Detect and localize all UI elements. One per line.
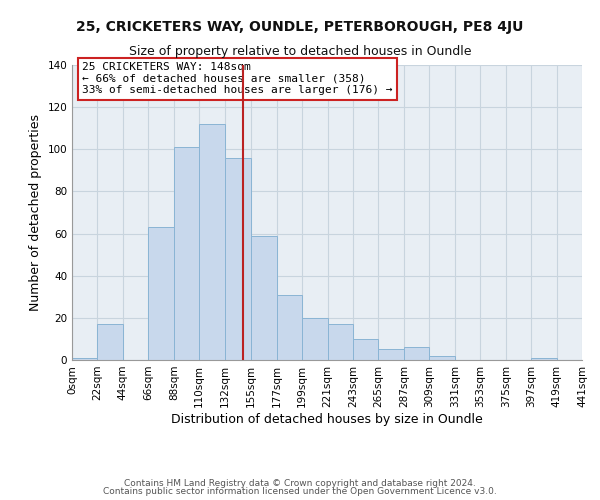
- Bar: [97, 324, 123, 360]
- Bar: [328, 324, 353, 360]
- Bar: [404, 348, 430, 360]
- Bar: [302, 318, 328, 360]
- Bar: [353, 339, 379, 360]
- Bar: [224, 158, 251, 360]
- Y-axis label: Number of detached properties: Number of detached properties: [29, 114, 42, 311]
- Text: Contains public sector information licensed under the Open Government Licence v3: Contains public sector information licen…: [103, 487, 497, 496]
- Text: 25, CRICKETERS WAY, OUNDLE, PETERBOROUGH, PE8 4JU: 25, CRICKETERS WAY, OUNDLE, PETERBOROUGH…: [76, 20, 524, 34]
- Bar: [251, 236, 277, 360]
- Bar: [72, 358, 97, 360]
- Bar: [531, 358, 557, 360]
- X-axis label: Distribution of detached houses by size in Oundle: Distribution of detached houses by size …: [171, 412, 483, 426]
- Text: Size of property relative to detached houses in Oundle: Size of property relative to detached ho…: [129, 45, 471, 58]
- Bar: [174, 147, 199, 360]
- Text: Contains HM Land Registry data © Crown copyright and database right 2024.: Contains HM Land Registry data © Crown c…: [124, 478, 476, 488]
- Bar: [430, 356, 455, 360]
- Bar: [148, 227, 174, 360]
- Text: 25 CRICKETERS WAY: 148sqm
← 66% of detached houses are smaller (358)
33% of semi: 25 CRICKETERS WAY: 148sqm ← 66% of detac…: [82, 62, 392, 95]
- Bar: [277, 294, 302, 360]
- Bar: [199, 124, 224, 360]
- Bar: [379, 350, 404, 360]
